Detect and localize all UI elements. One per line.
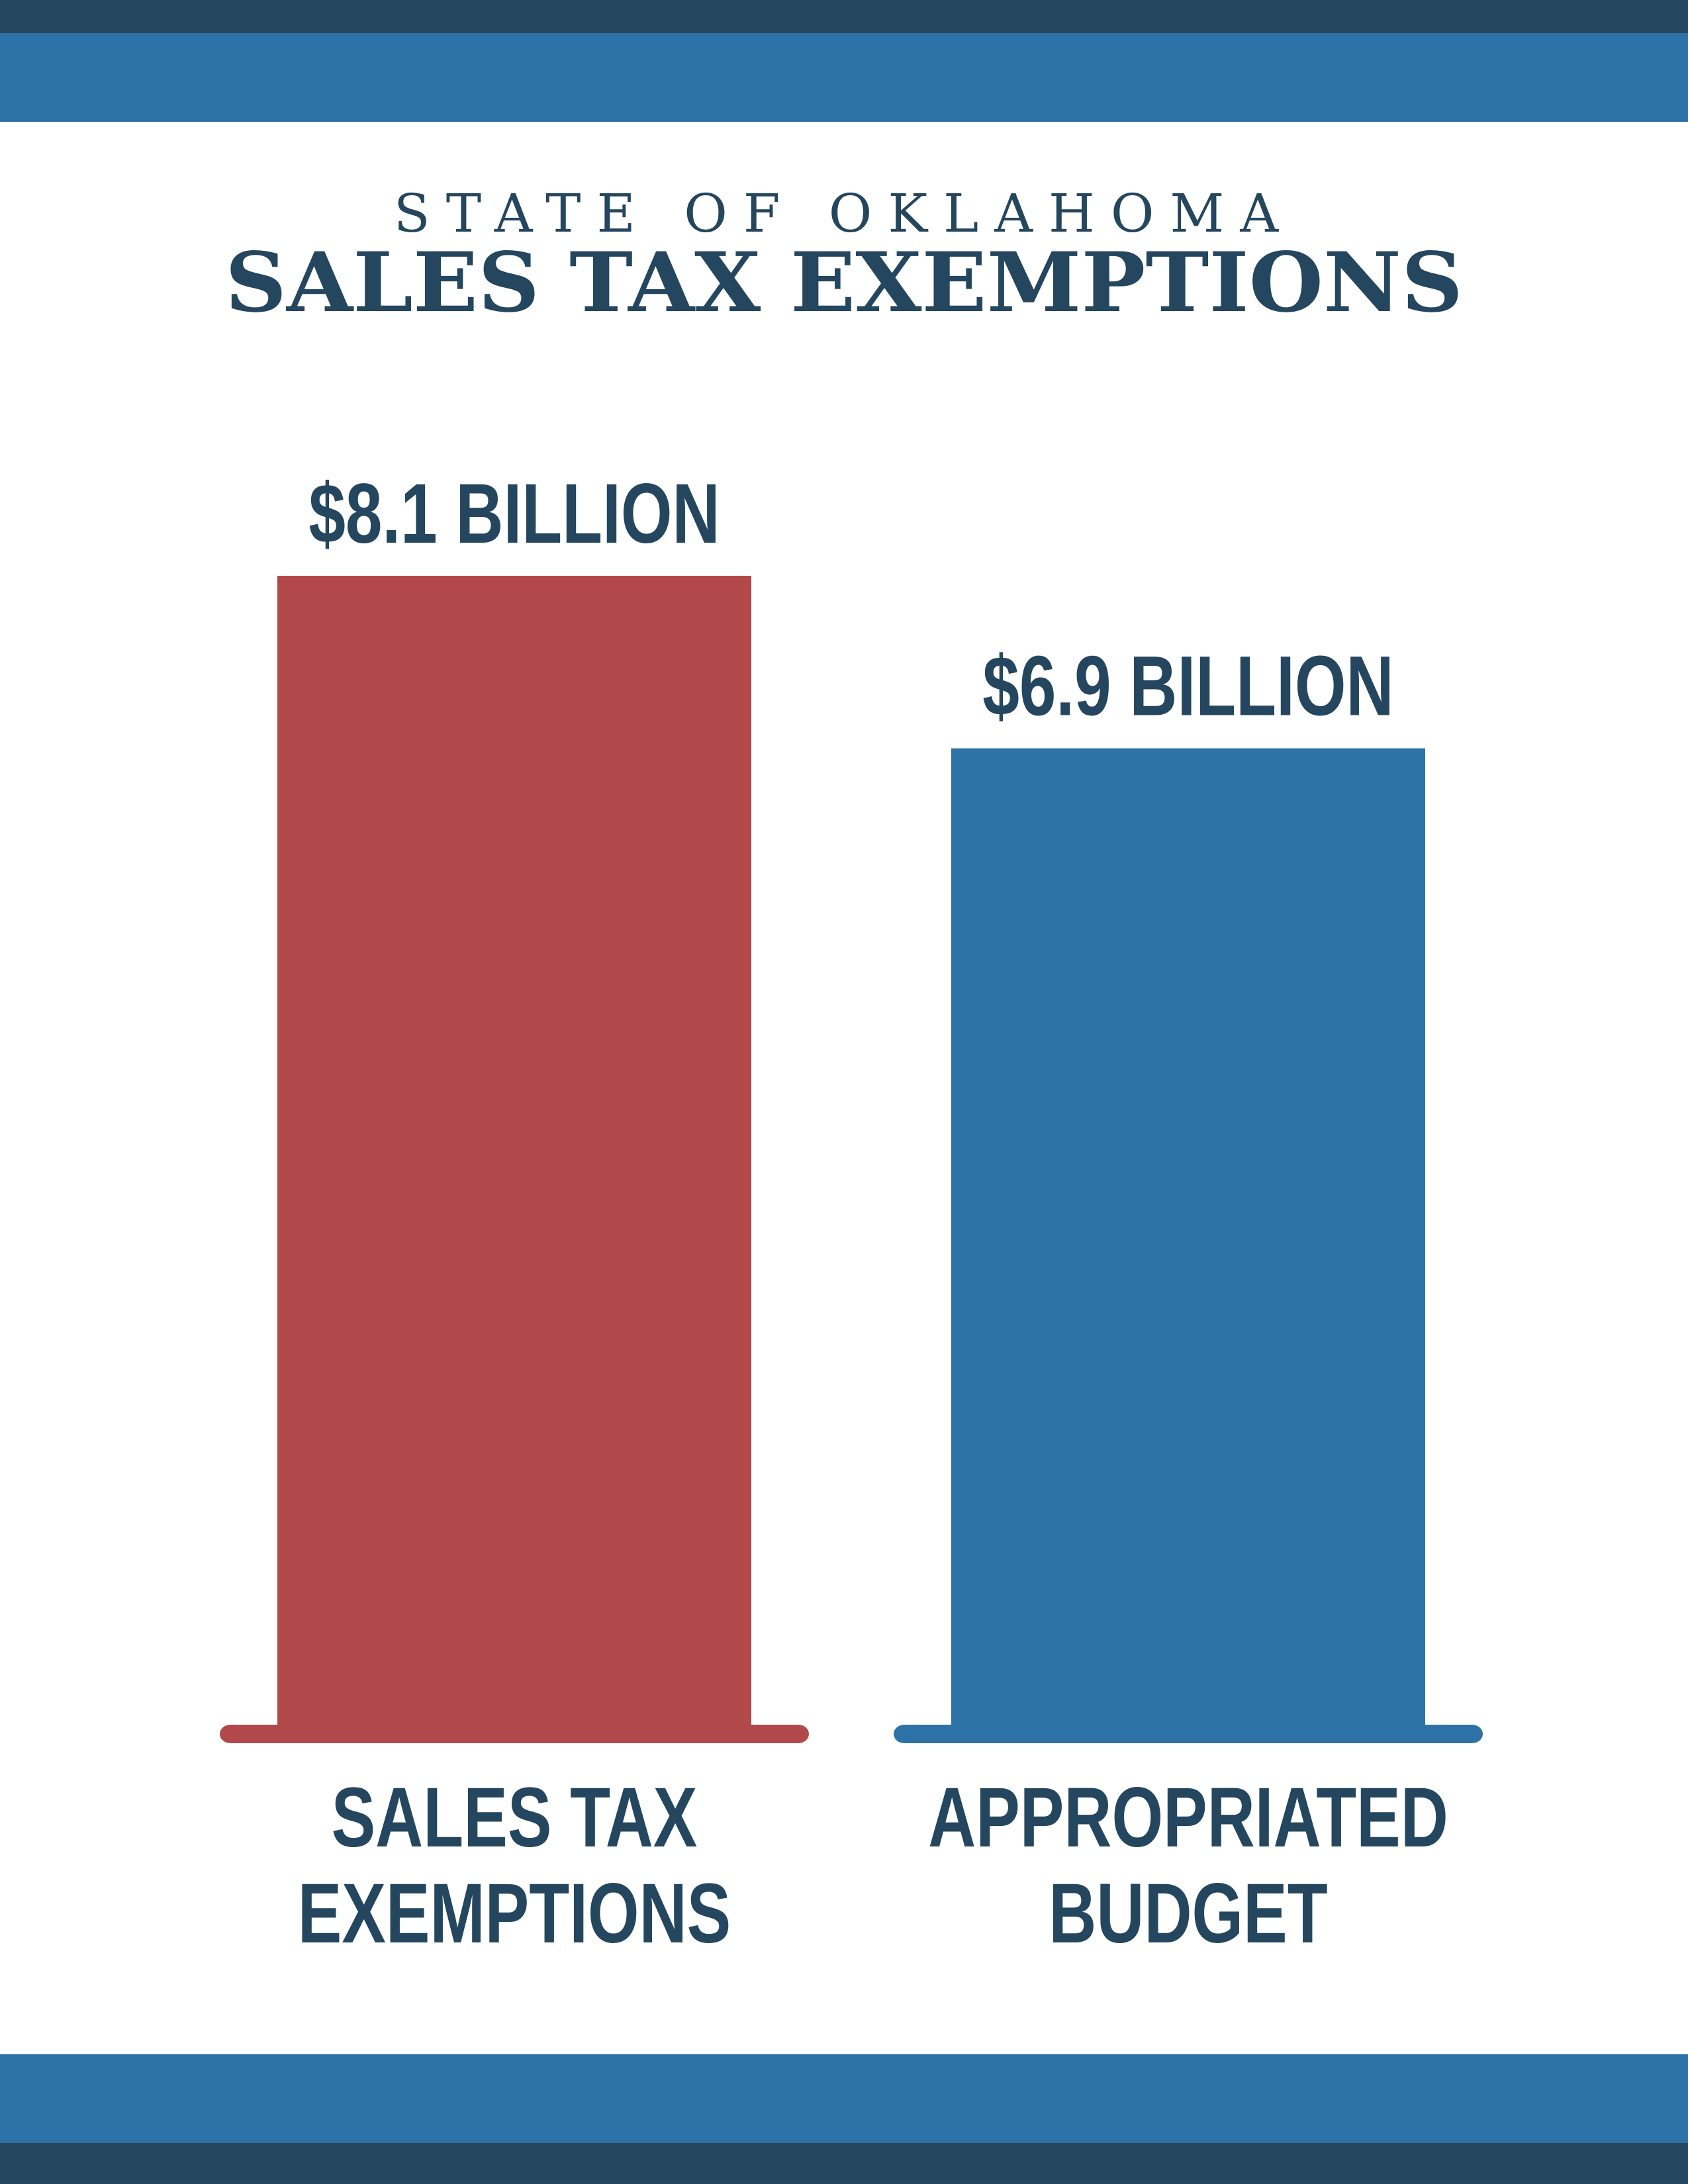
- bottom-dark-stripe: [0, 2143, 1688, 2184]
- page-title: SALES TAX EXEMPTIONS: [224, 235, 1464, 331]
- category-label-1-line-1: SALES TAX: [332, 1770, 698, 1865]
- value-label-1: $8.1 BILLION: [308, 467, 720, 561]
- bottom-blue-band: [0, 2054, 1688, 2143]
- bar-1: [277, 576, 751, 1741]
- top-dark-stripe: [0, 0, 1688, 33]
- category-label-2-line-1: APPROPRIATED: [928, 1770, 1448, 1865]
- page-kicker: STATE OF OKLAHOMA: [393, 183, 1295, 244]
- category-label-2-line-2: BUDGET: [1049, 1866, 1327, 1961]
- bar-2: [951, 748, 1425, 1741]
- category-label-1-line-2: EXEMPTIONS: [298, 1866, 731, 1961]
- value-label-2: $6.9 BILLION: [982, 639, 1393, 734]
- top-blue-band: [0, 33, 1688, 122]
